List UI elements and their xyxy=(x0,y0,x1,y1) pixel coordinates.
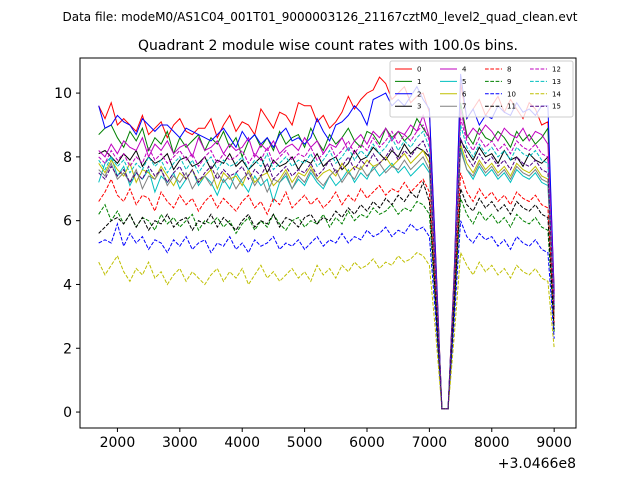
series-line-2 xyxy=(98,73,555,410)
legend-label-7: 7 xyxy=(462,103,466,111)
y-tick-label: 6 xyxy=(63,214,72,230)
series-line-14 xyxy=(98,250,555,410)
series-line-9 xyxy=(98,198,555,410)
figure-suptitle: Data file: modeM0/AS1C04_001T01_90000031… xyxy=(62,10,577,24)
legend-label-1: 1 xyxy=(417,78,421,86)
x-tick-label: 3000 xyxy=(162,435,198,451)
x-tick-label: 8000 xyxy=(474,435,510,451)
legend-label-14: 14 xyxy=(552,90,561,98)
axes-layer: 2000 3000 4000 5000 6000 7000 8000 9000 +3.0466e… xyxy=(54,57,577,472)
legend-label-3: 3 xyxy=(417,103,421,111)
series-line-1 xyxy=(98,102,555,410)
series-line-3 xyxy=(98,139,555,410)
legend-label-9: 9 xyxy=(507,78,511,86)
legend-label-4: 4 xyxy=(462,66,467,74)
x-tick-label: 4000 xyxy=(224,435,260,451)
series-line-10 xyxy=(98,220,555,410)
series-line-11 xyxy=(98,180,555,410)
series-line-6 xyxy=(98,143,555,410)
series-line-12 xyxy=(98,118,555,410)
chart-title: Quadrant 2 module wise count rates with … xyxy=(138,38,518,54)
x-tick-label: 5000 xyxy=(287,435,323,451)
plot-frame xyxy=(79,57,577,429)
series-line-7 xyxy=(98,150,555,410)
y-tick-label: 0 xyxy=(63,405,72,421)
legend-label-5: 5 xyxy=(462,78,466,86)
legend-label-0: 0 xyxy=(417,66,421,74)
y-tick-label: 2 xyxy=(63,341,72,357)
x-tick-label: 6000 xyxy=(349,435,385,451)
series-line-5 xyxy=(98,147,555,410)
legend-label-13: 13 xyxy=(552,78,561,86)
series-line-13 xyxy=(98,124,555,410)
legend-label-11: 11 xyxy=(507,103,516,111)
series-line-8 xyxy=(98,172,555,410)
series-line-15 xyxy=(98,137,555,410)
legend-label-8: 8 xyxy=(507,66,511,74)
y-tick-label: 8 xyxy=(63,150,72,166)
legend-label-2: 2 xyxy=(417,90,421,98)
legend-label-6: 6 xyxy=(462,90,467,98)
x-tick-label: 7000 xyxy=(412,435,448,451)
legend-label-15: 15 xyxy=(552,103,561,111)
legend-label-12: 12 xyxy=(552,66,561,74)
x-tick-label: 2000 xyxy=(100,435,136,451)
x-offset-label: +3.0466e8 xyxy=(498,456,576,472)
legend-box xyxy=(389,60,574,118)
legend-label-10: 10 xyxy=(507,90,516,98)
series-layer xyxy=(98,73,555,410)
y-tick-label: 4 xyxy=(63,277,72,293)
y-tick-label: 10 xyxy=(54,86,72,102)
x-tick-label: 9000 xyxy=(536,435,572,451)
